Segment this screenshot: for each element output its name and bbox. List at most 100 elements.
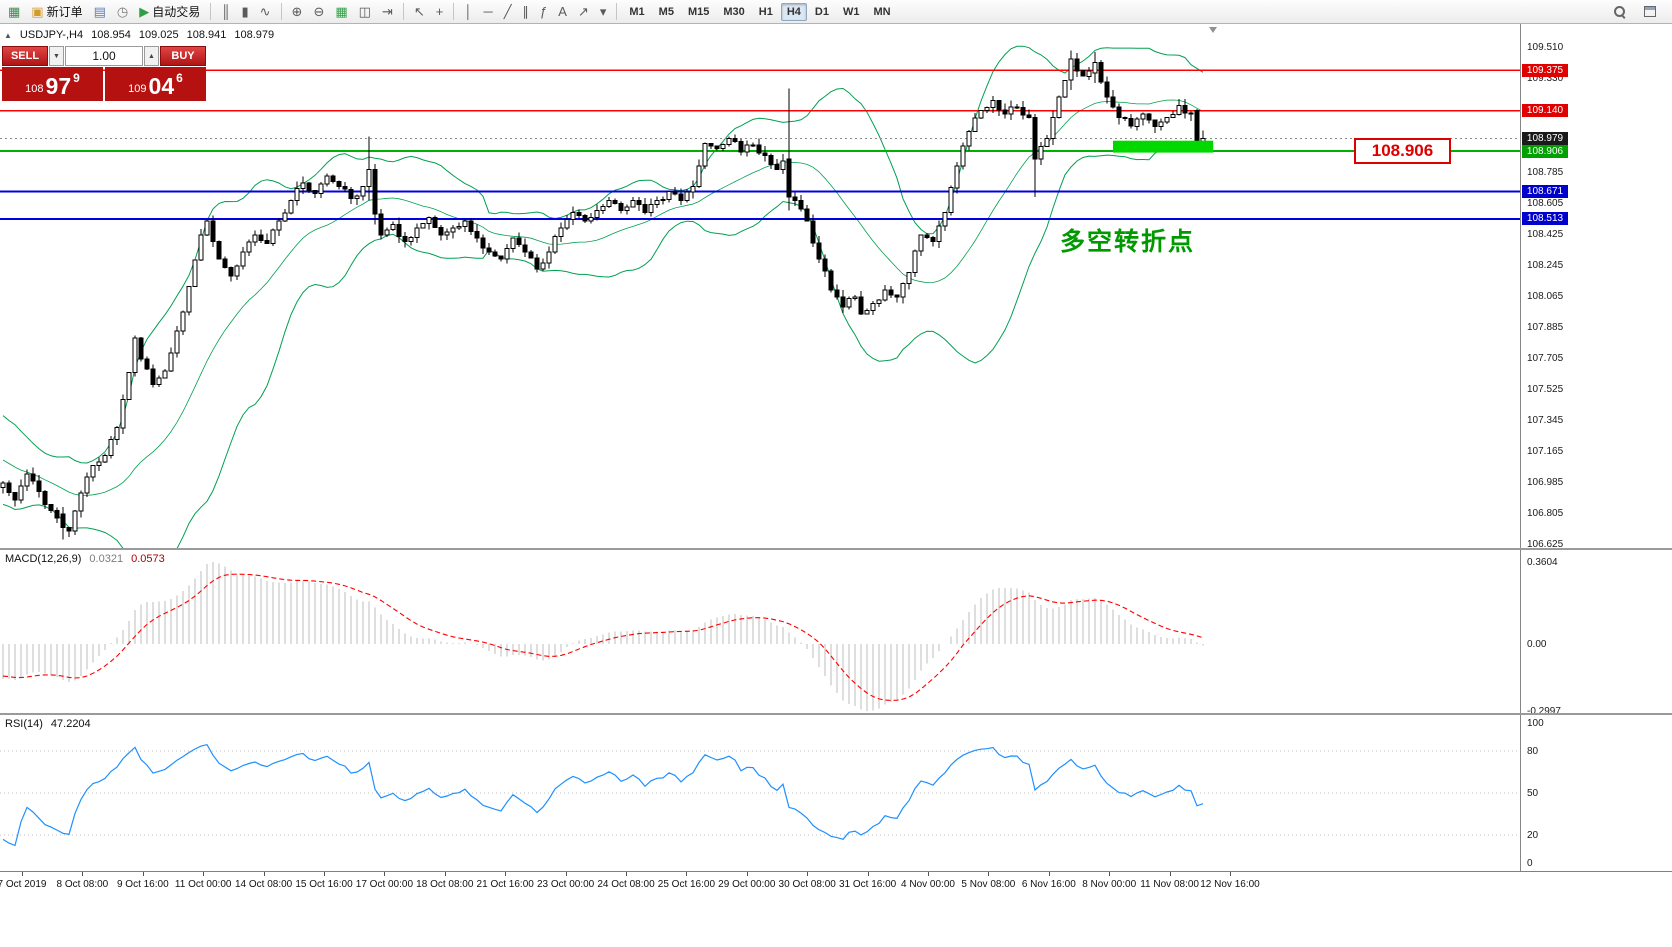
channel-button[interactable]: ∥ [518, 2, 535, 22]
crosshair-icon: + [435, 4, 444, 19]
zoom-in-button[interactable]: ⊕ [287, 2, 308, 22]
trendline-button[interactable]: ╱ [499, 2, 517, 22]
rsi-chart[interactable] [0, 715, 1520, 871]
highlight-zone-rect[interactable] [1113, 140, 1214, 153]
vertical-line-button[interactable]: │ [459, 2, 477, 22]
lot-decrease-button[interactable]: ▼ [49, 46, 64, 66]
zoom-out-button[interactable]: ⊖ [308, 2, 329, 22]
time-axis-label: 17 Oct 00:00 [355, 879, 414, 890]
timeframe-m5[interactable]: M5 [658, 5, 674, 18]
time-tick [1048, 872, 1050, 876]
horizontal-line-button[interactable]: ─ [478, 2, 497, 22]
macd-pane[interactable]: MACD(12,26,9) 0.0321 0.0573 0.3604 0.00 -0… [0, 550, 1672, 713]
time-axis-label: 8 Nov 00:00 [1082, 879, 1137, 890]
market-watch-button[interactable]: ◷ [112, 2, 133, 22]
rsi-axis[interactable]: 100 80 50 20 0 [1520, 715, 1672, 871]
sell-price-display[interactable]: 108 97 9 [2, 67, 103, 101]
buy-price-sup: 6 [176, 71, 183, 85]
toolbar: ▦ ▣ 新订单 ▤ ◷ ▶ 自动交易 ║ ▮ ∿ ⊕ ⊖ ▦ ◫ ⇥ ↖ + │ ─ ╱ ∥ ƒ A ↗ ▾ M1 M5 M15 M30… [0, 0, 1672, 24]
toolbar-right-group [1609, 2, 1669, 22]
buy-price-big: 04 [148, 73, 175, 100]
line-chart-button[interactable]: ∿ [255, 2, 276, 22]
one-click-toggle-icon[interactable]: ▲ [4, 30, 12, 40]
one-click-trading-widget: SELL ▼ 1.00 ▲ BUY 108 97 9 109 04 6 [2, 46, 206, 101]
macd-title: MACD(12,26,9) [5, 553, 82, 565]
buy-price-display[interactable]: 109 04 6 [105, 67, 206, 101]
crosshair-button[interactable]: + [431, 2, 449, 22]
symbol-info: ▲ USDJPY-,H4 108.954 109.025 108.941 108… [4, 29, 274, 41]
indicators-button[interactable]: ▦ [330, 2, 352, 22]
search-button[interactable] [1609, 2, 1631, 22]
shift-marker-icon[interactable] [1209, 27, 1217, 33]
tile-windows-button[interactable]: ◫ [354, 2, 376, 22]
timeframe-mn[interactable]: MN [873, 5, 891, 18]
rsi-axis-label: 100 [1527, 718, 1544, 729]
indicators-icon: ▦ [335, 4, 348, 19]
timeframe-m30[interactable]: M30 [723, 5, 745, 18]
new-chart-button[interactable]: ▦ [3, 2, 25, 22]
candlestick-chart[interactable] [0, 24, 1520, 548]
chart-shift-button[interactable]: ⇥ [377, 2, 398, 22]
sell-price-big: 97 [45, 73, 72, 100]
new-window-button[interactable] [1639, 2, 1661, 22]
price-callout[interactable]: 108.906 [1354, 138, 1451, 164]
time-axis-label: 4 Nov 00:00 [901, 879, 955, 890]
time-axis-label: 29 Oct 00:00 [718, 879, 776, 890]
profiles-button[interactable]: ▤ [89, 2, 111, 22]
pane-separator[interactable] [0, 548, 1672, 550]
close-value: 108.979 [234, 29, 275, 41]
open-value: 108.954 [91, 29, 131, 41]
new-order-button[interactable]: ▣ 新订单 [26, 2, 87, 22]
macd-chart[interactable] [0, 550, 1520, 713]
timeframe-bar: M1 M5 M15 M30 H1 H4 D1 W1 MN [622, 2, 897, 21]
fibonacci-button[interactable]: ƒ [535, 2, 552, 22]
time-axis-label: 8 Oct 08:00 [56, 879, 109, 890]
time-axis-label: 7 Oct 2019 [0, 879, 47, 890]
auto-trading-button[interactable]: ▶ 自动交易 [134, 2, 205, 22]
auto-trading-button-label: 自动交易 [152, 5, 201, 19]
rsi-axis-label: 80 [1527, 746, 1539, 757]
timeframe-m15[interactable]: M15 [687, 5, 710, 18]
buy-price-prefix: 109 [128, 83, 147, 95]
bar-chart-button[interactable]: ║ [216, 2, 235, 22]
line-chart-icon: ∿ [259, 4, 271, 19]
toolbar-separator [616, 3, 618, 20]
rsi-pane[interactable]: RSI(14) 47.2204 100 80 50 20 0 [0, 715, 1672, 871]
zoom-out-icon: ⊖ [313, 4, 325, 19]
timeframe-w1[interactable]: W1 [842, 5, 860, 18]
cursor-button[interactable]: ↖ [409, 2, 430, 22]
time-axis-label: 12 Nov 16:00 [1200, 879, 1260, 890]
price-axis-label: 106.985 [1527, 477, 1564, 488]
timeframe-m1[interactable]: M1 [629, 5, 645, 18]
price-axis[interactable]: 109.510 109.330 108.785 108.605 108.425 108.2… [1520, 24, 1672, 548]
price-axis-label: 108.425 [1527, 228, 1564, 240]
high-value: 109.025 [138, 29, 179, 41]
buy-button[interactable]: BUY [160, 46, 206, 66]
sell-price-sup: 9 [73, 71, 80, 85]
time-axis[interactable]: 7 Oct 2019 8 Oct 08:00 9 Oct 16:00 11 Oct 0… [0, 871, 1672, 947]
macd-axis[interactable]: 0.3604 0.00 -0.2997 [1520, 550, 1672, 713]
pane-separator[interactable] [0, 713, 1672, 715]
chart-annotation-text[interactable]: 多空转折点 [1060, 228, 1196, 256]
price-chart-pane[interactable]: 109.510 109.330 108.785 108.605 108.425 108.2… [0, 24, 1672, 548]
timeframe-d1[interactable]: D1 [814, 5, 829, 18]
toolbar-separator [280, 3, 282, 20]
timeframe-h4[interactable]: H4 [780, 2, 807, 21]
shapes-button[interactable]: ▾ [595, 2, 612, 22]
level-lines[interactable] [0, 69, 1520, 220]
candlestick-button[interactable]: ▮ [236, 2, 253, 22]
arrows-button[interactable]: ↗ [573, 2, 594, 22]
lot-increase-button[interactable]: ▲ [144, 46, 159, 66]
toolbar-separator [453, 3, 455, 20]
rsi-label: RSI(14) 47.2204 [5, 718, 91, 730]
price-axis-label: 107.885 [1527, 321, 1564, 333]
text-button[interactable]: A [553, 2, 572, 22]
time-tick [686, 872, 688, 876]
chevron-down-icon: ▾ [599, 4, 607, 19]
sell-button[interactable]: SELL [2, 46, 48, 66]
timeframe-h1[interactable]: H1 [758, 5, 773, 18]
sell-price-prefix: 108 [25, 83, 44, 95]
lot-size-input[interactable]: 1.00 [65, 46, 143, 66]
rsi-axis-label: 20 [1527, 830, 1539, 841]
time-axis-label: 31 Oct 16:00 [838, 879, 897, 890]
